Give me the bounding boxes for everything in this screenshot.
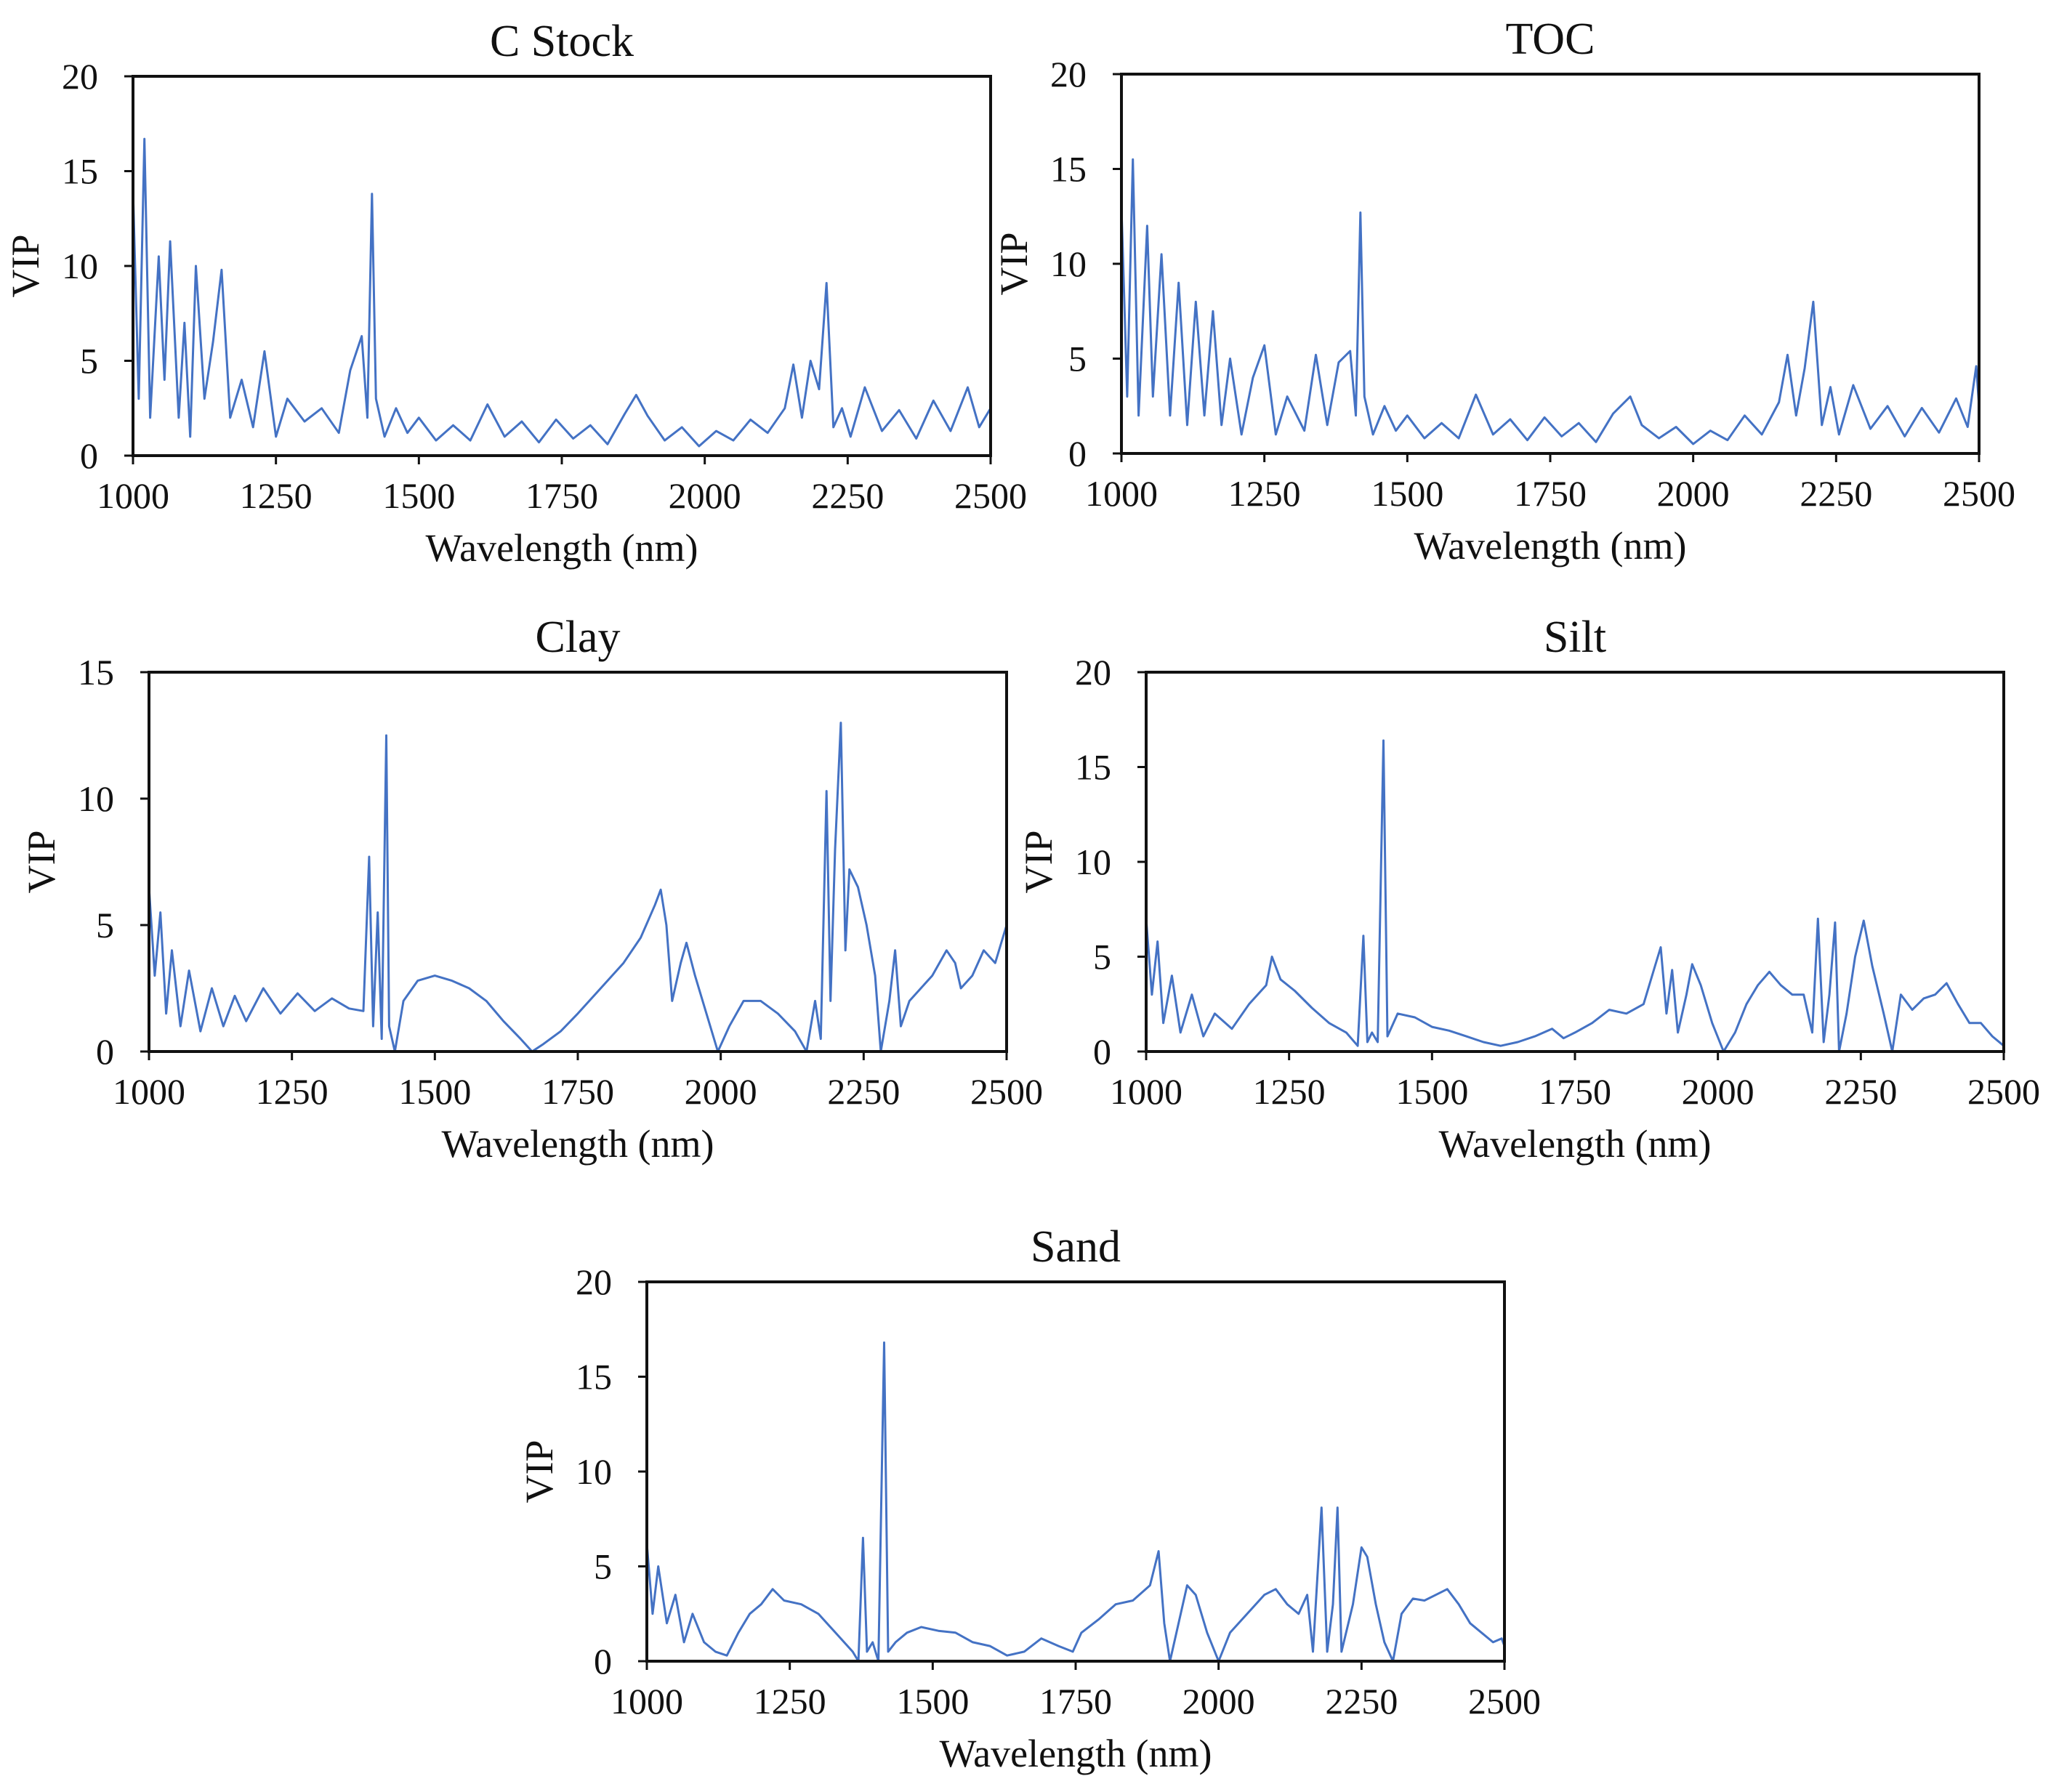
y-tick-label: 5 bbox=[1093, 937, 1111, 977]
x-tick-label: 2000 bbox=[669, 475, 741, 516]
x-tick-label: 1500 bbox=[398, 1071, 471, 1112]
y-tick-label: 0 bbox=[1068, 433, 1087, 474]
y-tick-label: 20 bbox=[62, 56, 98, 97]
series-line-clay bbox=[148, 722, 1008, 1053]
x-tick-label: 2500 bbox=[970, 1071, 1043, 1112]
chart-c-stock: 1000 1250 1500 1750 2000 2250 2500 0 5 10 15 20 C St… bbox=[4, 17, 1027, 570]
x-axis-title: Wavelength (nm) bbox=[1414, 524, 1686, 568]
x-tick-label: 1250 bbox=[1228, 473, 1301, 514]
chart-silt: 1000 1250 1500 1750 2000 2250 2500 0 5 10 15 20 Silt… bbox=[1017, 613, 2040, 1166]
x-tick-label: 2500 bbox=[1943, 473, 2015, 514]
x-tick-label: 1750 bbox=[1539, 1071, 1611, 1112]
y-tick-label: 5 bbox=[80, 341, 98, 382]
x-tick-label: 2000 bbox=[685, 1071, 757, 1112]
x-tick-label: 1500 bbox=[1395, 1071, 1468, 1112]
chart-title: Clay bbox=[535, 613, 620, 662]
y-tick-label: 15 bbox=[1075, 747, 1111, 788]
x-tick-label: 1000 bbox=[113, 1071, 185, 1112]
chart-clay: 1000 1250 1500 1750 2000 2250 2500 0 5 10 15 Clay Wa… bbox=[20, 613, 1043, 1166]
series-line-toc bbox=[1120, 158, 1981, 445]
x-tick-label: 2250 bbox=[1824, 1071, 1897, 1112]
y-tick-label: 20 bbox=[576, 1262, 612, 1302]
chart-title: Sand bbox=[1031, 1222, 1121, 1272]
chart-toc: 1000 1250 1500 1750 2000 2250 2500 0 5 10 15 20 TOC W… bbox=[992, 15, 2015, 568]
x-tick-label: 1000 bbox=[1110, 1071, 1182, 1112]
y-tick-label: 15 bbox=[576, 1357, 612, 1397]
x-tick-label: 1000 bbox=[97, 475, 169, 516]
x-tick-label: 1750 bbox=[525, 475, 598, 516]
x-tick-label: 1250 bbox=[754, 1681, 826, 1722]
plot-frame bbox=[1145, 671, 2005, 1053]
y-tick-label: 5 bbox=[1068, 339, 1087, 379]
y-axis-title: VIP bbox=[1017, 830, 1060, 893]
y-tick-label: 10 bbox=[1050, 243, 1087, 284]
y-tick-label: 0 bbox=[594, 1641, 612, 1682]
y-axis-title: VIP bbox=[4, 234, 47, 297]
x-axis-title: Wavelength (nm) bbox=[425, 526, 698, 570]
x-tick-label: 1500 bbox=[382, 475, 455, 516]
y-tick-label: 10 bbox=[1075, 841, 1111, 882]
y-tick-label: 15 bbox=[1050, 149, 1087, 190]
x-tick-label: 2500 bbox=[1468, 1681, 1541, 1722]
y-tick-label: 0 bbox=[96, 1031, 114, 1072]
x-tick-label: 1750 bbox=[541, 1071, 614, 1112]
y-tick-label: 5 bbox=[96, 905, 114, 945]
y-tick-label: 15 bbox=[62, 151, 98, 192]
y-tick-label: 0 bbox=[1093, 1031, 1111, 1072]
x-tick-label: 1250 bbox=[1253, 1071, 1326, 1112]
x-tick-label: 2500 bbox=[954, 475, 1027, 516]
x-tick-label: 2000 bbox=[1182, 1681, 1255, 1722]
y-tick-label: 15 bbox=[78, 652, 114, 693]
y-tick-label: 5 bbox=[594, 1546, 612, 1587]
x-tick-label: 1250 bbox=[240, 475, 313, 516]
x-axis-title: Wavelength (nm) bbox=[1438, 1122, 1711, 1166]
series-line-c-stock bbox=[132, 137, 992, 448]
x-tick-label: 2000 bbox=[1682, 1071, 1754, 1112]
y-tick-label: 20 bbox=[1075, 652, 1111, 693]
x-tick-label: 1000 bbox=[1085, 473, 1158, 514]
chart-sand: 1000 1250 1500 1750 2000 2250 2500 0 5 10 15 20 Sand… bbox=[517, 1222, 1541, 1775]
x-tick-label: 1250 bbox=[256, 1071, 329, 1112]
x-tick-label: 1750 bbox=[1514, 473, 1587, 514]
x-axis-title: Wavelength (nm) bbox=[939, 1732, 1212, 1775]
y-tick-label: 20 bbox=[1050, 54, 1087, 94]
y-axis-title: VIP bbox=[992, 232, 1036, 295]
x-tick-label: 2500 bbox=[1967, 1071, 2040, 1112]
x-tick-label: 2250 bbox=[1800, 473, 1872, 514]
y-tick-label: 0 bbox=[80, 435, 98, 476]
y-tick-label: 10 bbox=[62, 246, 98, 286]
chart-title: TOC bbox=[1506, 15, 1595, 64]
y-tick-label: 10 bbox=[78, 778, 114, 819]
x-tick-label: 1500 bbox=[1371, 473, 1443, 514]
plot-frame bbox=[148, 671, 1008, 1053]
x-tick-label: 1750 bbox=[1039, 1681, 1112, 1722]
x-tick-label: 1000 bbox=[611, 1681, 683, 1722]
y-axis-title: VIP bbox=[20, 830, 63, 893]
series-line-sand bbox=[645, 1341, 1506, 1663]
y-tick-label: 10 bbox=[576, 1451, 612, 1492]
x-tick-label: 2000 bbox=[1657, 473, 1730, 514]
chart-title: C Stock bbox=[490, 17, 634, 66]
x-tick-label: 1500 bbox=[896, 1681, 969, 1722]
y-axis-title: VIP bbox=[517, 1440, 561, 1503]
chart-title: Silt bbox=[1544, 613, 1606, 662]
x-tick-label: 2250 bbox=[827, 1071, 900, 1112]
x-tick-label: 2250 bbox=[1325, 1681, 1398, 1722]
series-line-silt bbox=[1145, 739, 2004, 1053]
x-axis-title: Wavelength (nm) bbox=[441, 1122, 714, 1166]
x-tick-label: 2250 bbox=[811, 475, 884, 516]
